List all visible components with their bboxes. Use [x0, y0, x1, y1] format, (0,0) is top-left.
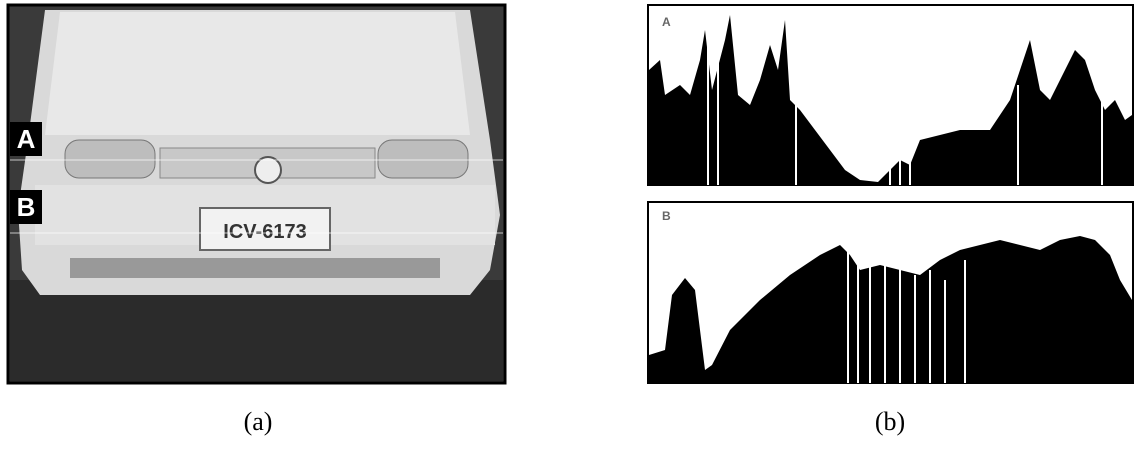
profile-label: A: [662, 15, 671, 29]
line-label: B: [17, 192, 36, 222]
caption: (b): [875, 407, 905, 436]
figure: ICV-6173 A B A B (a) (b): [0, 0, 1138, 445]
profile-a: A: [648, 5, 1133, 185]
caption: (a): [244, 407, 273, 436]
profile-b: B: [648, 202, 1133, 383]
plate-text: ICV-6173: [223, 221, 306, 243]
profile-label: B: [662, 209, 671, 223]
photo: ICV-6173 A B: [8, 5, 505, 383]
line-label: A: [17, 124, 36, 154]
